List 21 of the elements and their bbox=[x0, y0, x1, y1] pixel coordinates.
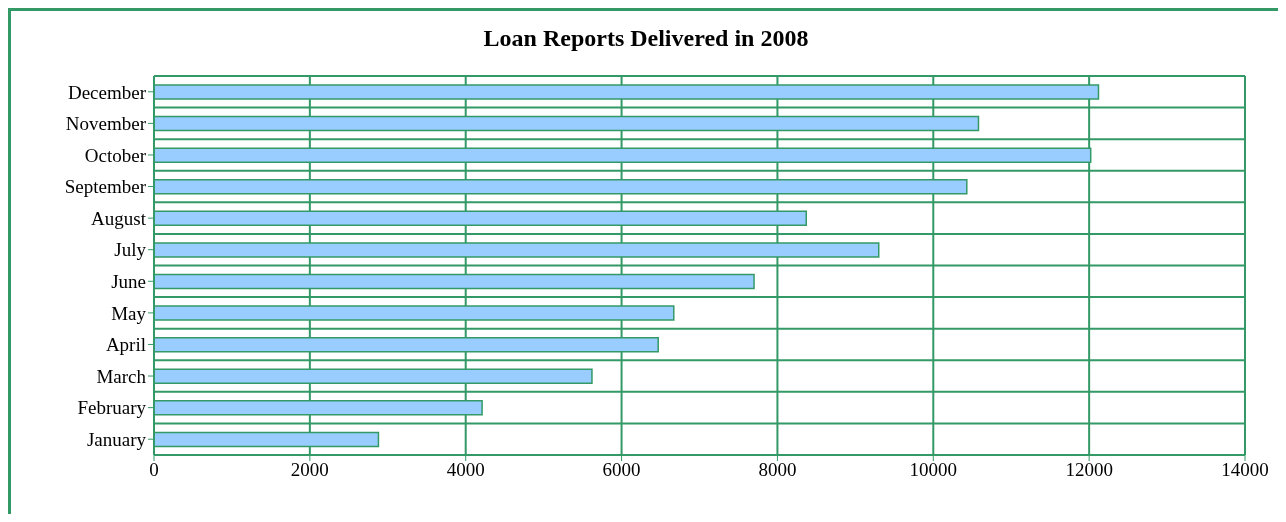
x-tick-label: 2000 bbox=[290, 459, 329, 481]
x-tick-label: 0 bbox=[149, 459, 159, 481]
y-tick-label: March bbox=[96, 365, 147, 387]
chart-title: Loan Reports Delivered in 2008 bbox=[482, 25, 810, 52]
x-tick-label: 10000 bbox=[909, 459, 958, 481]
x-tick-label: 8000 bbox=[758, 459, 797, 481]
y-tick-label: April bbox=[105, 334, 146, 356]
y-tick-label: October bbox=[84, 144, 147, 166]
y-tick-label: June bbox=[111, 271, 146, 293]
y-tick-label: January bbox=[86, 428, 147, 450]
x-tick-label: 12000 bbox=[1065, 459, 1113, 481]
y-tick-label: November bbox=[65, 113, 147, 135]
y-tick-label: December bbox=[67, 81, 147, 103]
y-tick-label: May bbox=[111, 302, 147, 324]
y-tick-label: September bbox=[64, 176, 147, 198]
y-tick-label: August bbox=[91, 207, 147, 229]
x-tick-label: 4000 bbox=[446, 459, 485, 481]
x-tick-label: 6000 bbox=[602, 459, 641, 481]
y-tick-label: July bbox=[114, 239, 147, 261]
x-tick-label: 14000 bbox=[1221, 459, 1269, 481]
y-tick-label: February bbox=[77, 397, 147, 419]
